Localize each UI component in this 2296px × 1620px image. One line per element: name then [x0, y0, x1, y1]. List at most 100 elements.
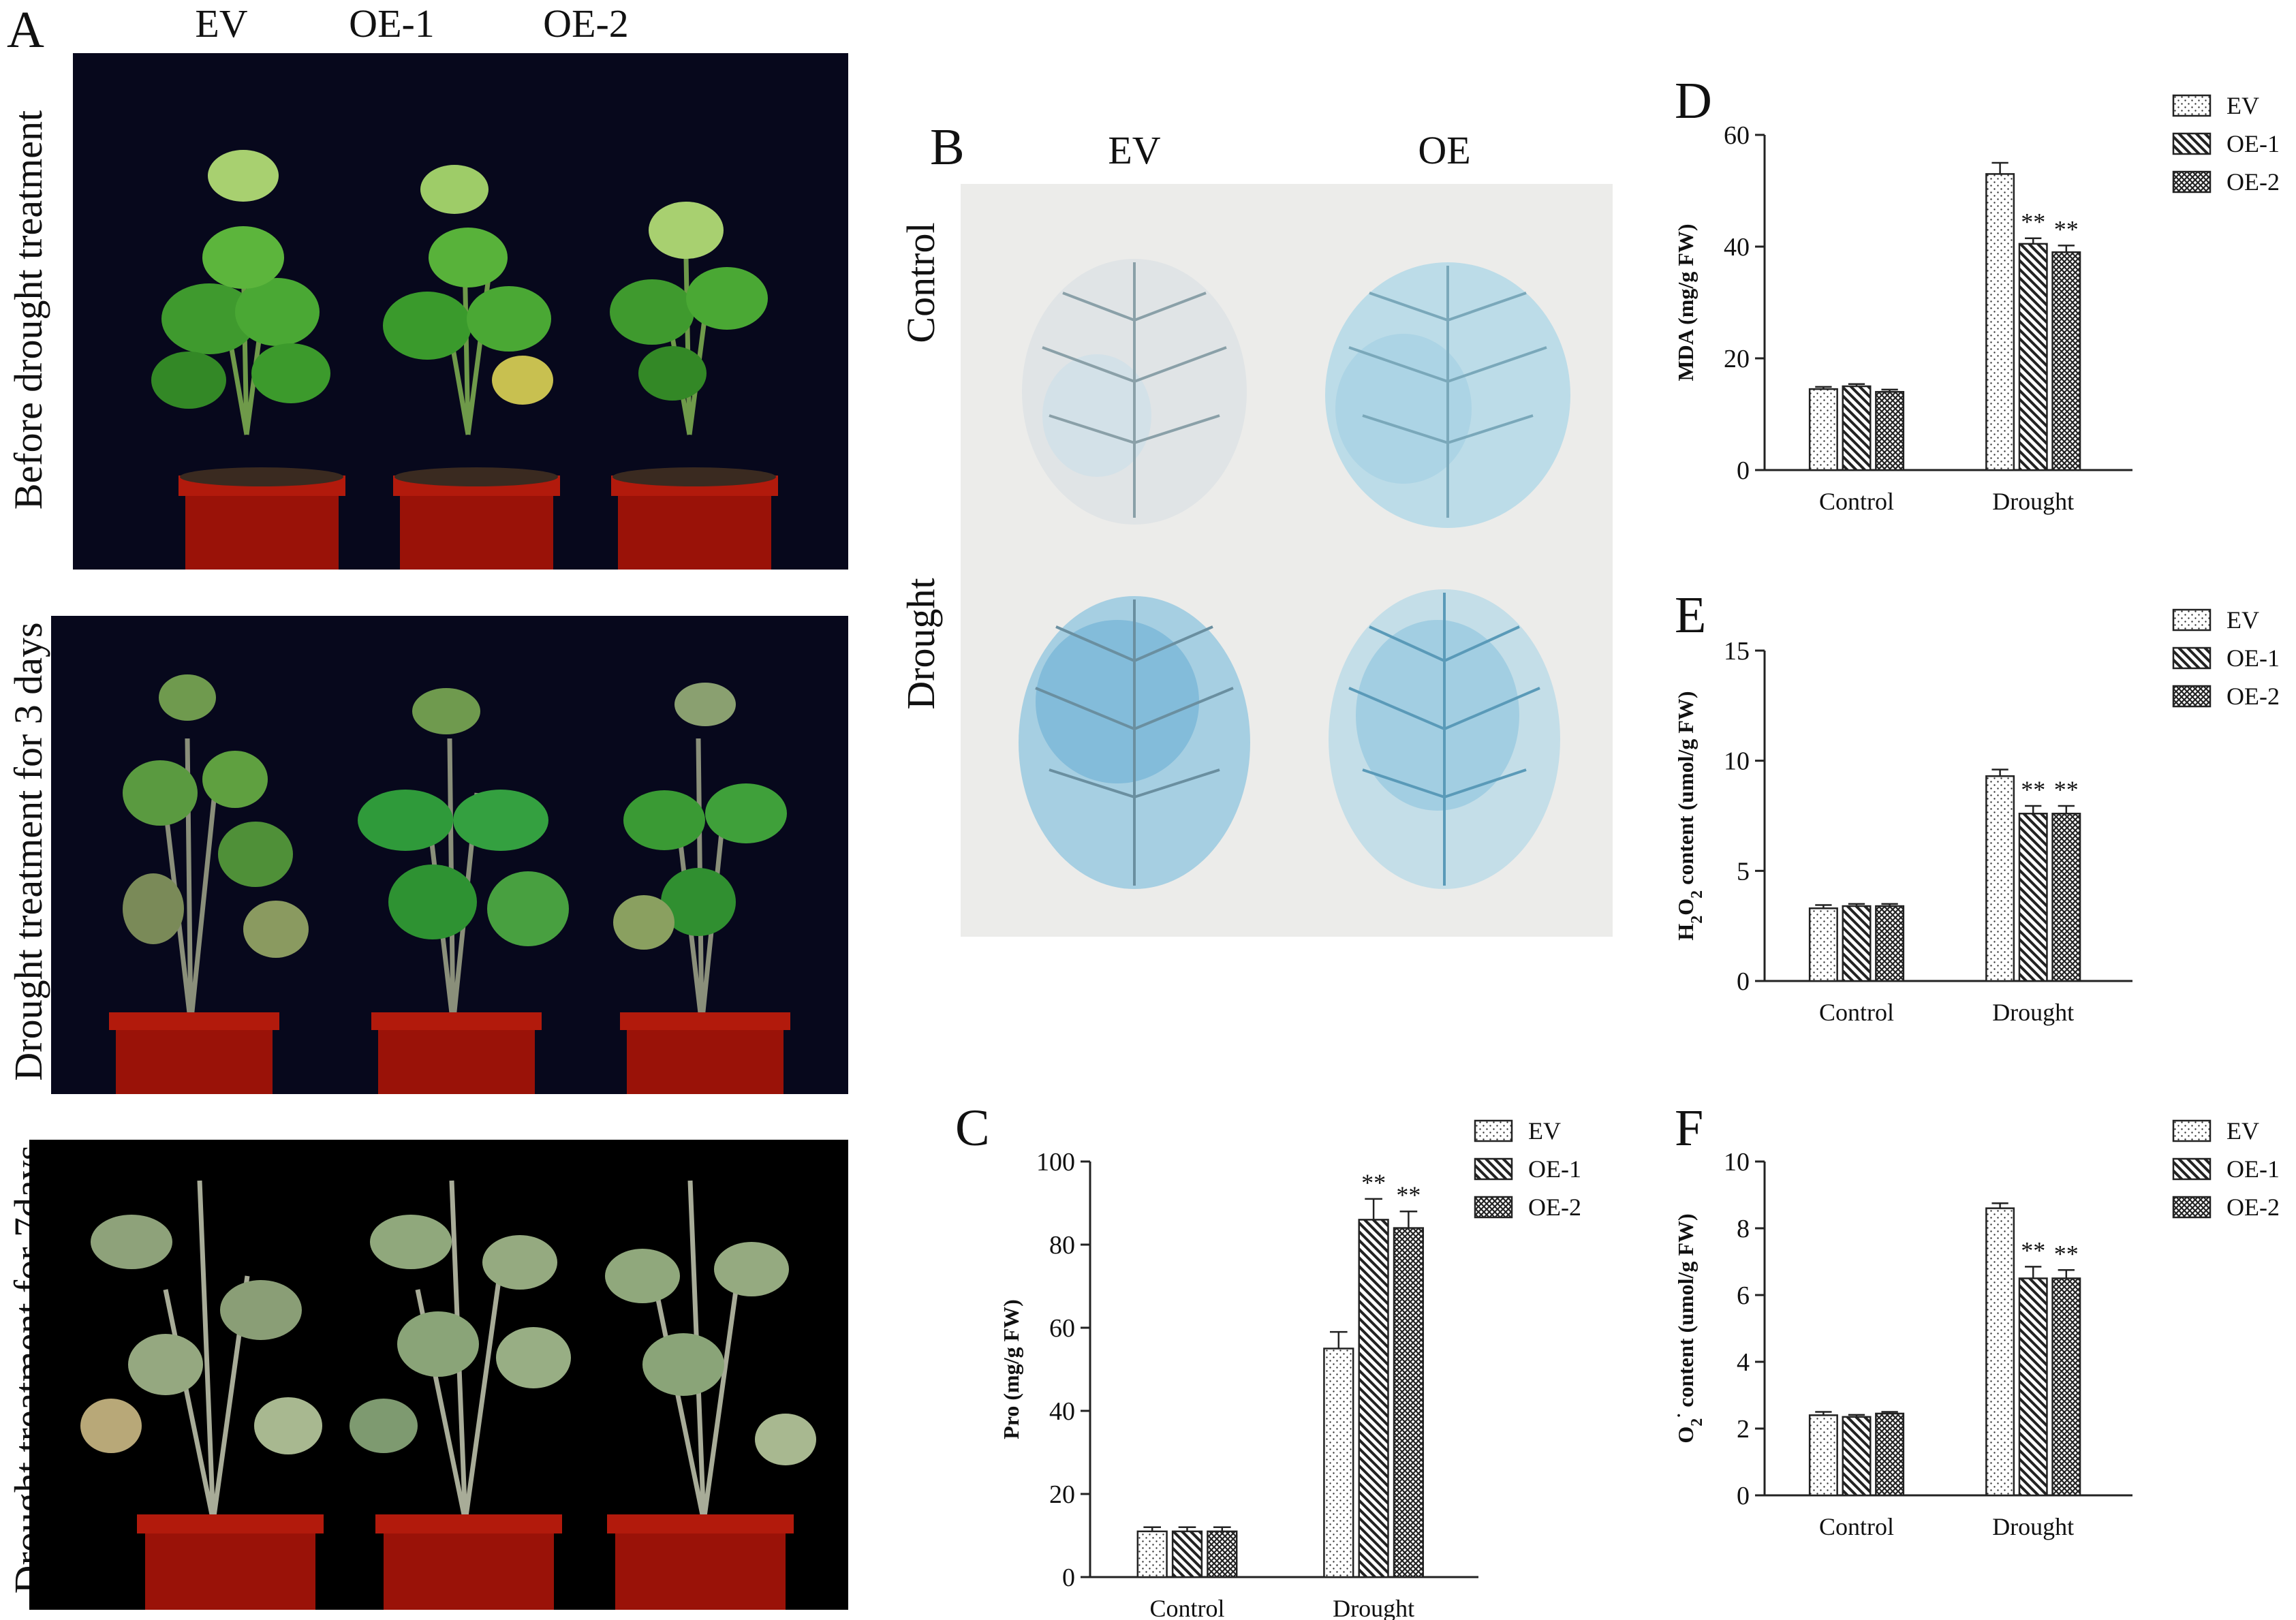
- x-category-label: Control: [1149, 1595, 1224, 1620]
- panel-d-letter: D: [1675, 72, 1712, 129]
- x-category-label: Drought: [1992, 488, 2074, 515]
- x-category-label: Drought: [1333, 1595, 1414, 1620]
- bar-oe-1-control: [1842, 905, 1872, 982]
- panel-a-column-oe1: OE-1: [349, 1, 435, 46]
- bar-ev-drought: [1985, 173, 2015, 471]
- bar-ev-drought: [1323, 1348, 1354, 1578]
- y-tick-label: 10: [1724, 747, 1750, 776]
- y-axis-label: O2· content (umol/g FW): [1671, 1213, 1706, 1443]
- leaf-ev-control: [1022, 259, 1247, 525]
- significance-mark: **: [2021, 1236, 2045, 1264]
- legend: EV OE-1 OE-2: [2172, 92, 2280, 196]
- y-axis-label: Pro (mg/g FW): [999, 1299, 1023, 1439]
- plant-ev-7days: [80, 1180, 322, 1522]
- y-tick-label: 5: [1737, 857, 1750, 886]
- legend-label: OE-1: [1528, 1155, 1581, 1183]
- leaf-ev-drought: [1019, 596, 1250, 889]
- axes: 0 20 40 60: [1724, 121, 2132, 485]
- panel-b-column-oe: OE: [1418, 128, 1471, 172]
- legend-swatch: [2172, 685, 2212, 708]
- bar-ev-control: [1808, 1414, 1838, 1497]
- significance-mark: **: [2054, 215, 2079, 243]
- panel-e-letter: E: [1675, 587, 1707, 644]
- x-category-label: Control: [1819, 1513, 1894, 1540]
- leaf-oe-control: [1325, 262, 1570, 528]
- photo-drought-3-days: [51, 616, 848, 1094]
- leaf-oe-drought: [1329, 589, 1560, 889]
- bar-ev-control: [1808, 388, 1838, 471]
- bar-oe-2-control: [1875, 1412, 1905, 1497]
- legend-label: EV: [1528, 1117, 1561, 1144]
- plant-oe2-3days: [613, 683, 787, 1025]
- panel-a-column-ev: EV: [195, 1, 248, 46]
- bar-ev-control: [1808, 907, 1838, 982]
- bars: ** **: [1808, 768, 2081, 982]
- y-tick-label: 100: [1036, 1148, 1075, 1177]
- x-category-label: Control: [1819, 488, 1894, 515]
- legend-label: OE-1: [2227, 1155, 2280, 1183]
- chart-c-proline: 0 20 40 60 80 100 Pro (mg/g FW) ** ** Control Drou…: [974, 1100, 1608, 1620]
- panel-b-row-drought: Drought: [899, 578, 943, 710]
- photo-leaf-staining: [961, 184, 1613, 937]
- bar-oe-1-drought: [2018, 243, 2048, 471]
- panel-a-row-before: Before drought treatment: [6, 110, 50, 510]
- bar-oe-2-drought: [2051, 1277, 2081, 1497]
- legend-swatch: [2172, 1196, 2212, 1219]
- bar-oe-2-drought: [2051, 251, 2081, 471]
- plant-oe2-healthy: [610, 202, 768, 435]
- y-tick-label: 40: [1724, 233, 1750, 262]
- bar-oe-2-drought: [1393, 1227, 1425, 1578]
- legend-swatch: [2172, 170, 2212, 193]
- y-tick-label: 60: [1049, 1314, 1075, 1343]
- x-category-label: Drought: [1992, 999, 2074, 1026]
- panel-a-row-3days: Drought treatment for 3 days: [6, 622, 50, 1081]
- bar-oe-2-drought: [2051, 813, 2081, 982]
- bar-ev-control: [1136, 1530, 1168, 1578]
- legend-label: OE-2: [2227, 683, 2280, 710]
- bar-oe-1-control: [1842, 385, 1872, 471]
- y-tick-label: 0: [1737, 456, 1750, 485]
- y-tick-label: 0: [1737, 967, 1750, 996]
- y-tick-label: 0: [1737, 1482, 1750, 1510]
- bar-oe-2-control: [1207, 1530, 1238, 1578]
- bar-oe-2-control: [1875, 390, 1905, 471]
- bar-oe-1-drought: [2018, 813, 2048, 982]
- legend-swatch: [1474, 1157, 1513, 1181]
- chart-e-h2o2: 0 5 10 15 H2O2 content (umol/g FW) ** ** Contro…: [1673, 596, 2296, 1039]
- legend-label: OE-1: [2227, 130, 2280, 157]
- legend-label: OE-2: [1528, 1194, 1581, 1221]
- bar-oe-1-control: [1842, 1416, 1872, 1497]
- y-tick-label: 20: [1724, 345, 1750, 373]
- chart-d-mda: 0 20 40 60 MDA (mg/g FW) ** ** Control Drought EV…: [1673, 82, 2296, 525]
- plant-oe1-healthy: [383, 165, 553, 435]
- bar-ev-drought: [1985, 775, 2015, 982]
- panel-b-letter: B: [930, 119, 965, 176]
- bar-oe-1-control: [1171, 1530, 1203, 1578]
- panel-a-column-oe2: OE-2: [543, 1, 629, 46]
- bar-oe-2-control: [1875, 905, 1905, 982]
- legend-swatch: [1474, 1196, 1513, 1219]
- y-tick-label: 6: [1737, 1281, 1750, 1310]
- y-tick-label: 20: [1049, 1480, 1075, 1509]
- y-axis-label: MDA (mg/g FW): [1673, 223, 1698, 381]
- bar-oe-1-drought: [2018, 1277, 2048, 1497]
- legend-label: EV: [2227, 606, 2259, 634]
- panel-c-letter: C: [955, 1100, 990, 1157]
- panel-f-letter: F: [1675, 1100, 1704, 1157]
- y-tick-label: 4: [1737, 1348, 1750, 1377]
- chart-f-superoxide: 0 2 4 6 8 10 O2· content (umol/g FW) ** ** Contro…: [1671, 1107, 2296, 1618]
- legend-label: OE-2: [2227, 168, 2280, 196]
- bars: ** **: [1808, 1202, 2081, 1497]
- legend-label: OE-2: [2227, 1194, 2280, 1221]
- pots-row-2: [109, 1012, 790, 1094]
- axes: 0 2 4 6 8 10: [1724, 1148, 2132, 1510]
- x-category-label: Drought: [1992, 1513, 2074, 1540]
- legend-swatch: [2172, 132, 2212, 155]
- photo-before-drought: [73, 53, 848, 570]
- y-tick-label: 0: [1062, 1563, 1075, 1592]
- y-axis-label: H2O2 content (umol/g FW): [1673, 691, 1706, 940]
- panel-b-row-control: Control: [899, 222, 943, 343]
- legend-swatch: [2172, 608, 2212, 632]
- significance-mark: **: [1361, 1169, 1386, 1196]
- panel-b-column-ev: EV: [1108, 128, 1161, 172]
